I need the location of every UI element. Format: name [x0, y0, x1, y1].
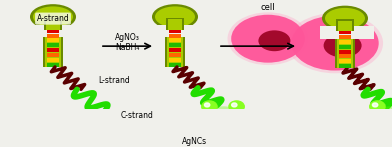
- Circle shape: [370, 110, 385, 121]
- Circle shape: [383, 115, 392, 126]
- Ellipse shape: [152, 4, 198, 29]
- Bar: [339, 35, 351, 39]
- Circle shape: [209, 121, 224, 133]
- Bar: [45, 28, 61, 67]
- Bar: [44, 18, 62, 30]
- Bar: [339, 50, 351, 54]
- Circle shape: [370, 101, 385, 112]
- Bar: [339, 45, 351, 49]
- Bar: [339, 30, 351, 34]
- Bar: [169, 43, 181, 47]
- Bar: [339, 64, 351, 68]
- Circle shape: [229, 101, 244, 112]
- Circle shape: [372, 103, 378, 107]
- Text: AgNCs: AgNCs: [182, 137, 207, 146]
- Bar: [43, 28, 63, 67]
- Bar: [169, 53, 181, 57]
- Bar: [166, 18, 184, 30]
- Circle shape: [379, 123, 385, 127]
- Ellipse shape: [287, 13, 383, 73]
- Bar: [167, 28, 183, 67]
- Circle shape: [238, 119, 244, 123]
- Circle shape: [386, 117, 391, 121]
- Bar: [169, 48, 181, 52]
- Bar: [47, 34, 59, 38]
- Bar: [28, 25, 82, 37]
- Circle shape: [204, 103, 210, 107]
- Bar: [150, 25, 204, 37]
- Ellipse shape: [30, 4, 76, 29]
- Bar: [46, 19, 60, 30]
- Ellipse shape: [291, 16, 379, 71]
- Circle shape: [211, 123, 217, 127]
- Ellipse shape: [322, 6, 368, 31]
- Circle shape: [218, 117, 223, 121]
- Bar: [47, 58, 59, 62]
- Circle shape: [366, 119, 371, 123]
- Text: AgNO₃: AgNO₃: [114, 33, 140, 42]
- Bar: [337, 30, 353, 69]
- Ellipse shape: [227, 12, 309, 65]
- Bar: [47, 29, 59, 33]
- Circle shape: [202, 101, 217, 112]
- Bar: [169, 34, 181, 38]
- Circle shape: [236, 117, 251, 129]
- Ellipse shape: [155, 6, 195, 27]
- Bar: [165, 28, 185, 67]
- Circle shape: [202, 110, 217, 121]
- Text: C-strand: C-strand: [121, 111, 154, 120]
- Bar: [169, 29, 181, 33]
- Circle shape: [198, 119, 203, 123]
- Ellipse shape: [258, 30, 290, 51]
- Circle shape: [232, 103, 237, 107]
- Bar: [335, 30, 355, 69]
- Bar: [47, 53, 59, 57]
- Bar: [169, 58, 181, 62]
- Bar: [169, 38, 181, 42]
- Bar: [47, 43, 59, 47]
- Text: A-strand: A-strand: [36, 14, 69, 23]
- Bar: [168, 19, 182, 30]
- Bar: [336, 19, 354, 31]
- Ellipse shape: [200, 106, 247, 135]
- Text: NaBH₄: NaBH₄: [115, 43, 139, 52]
- Text: L-strand: L-strand: [98, 76, 130, 85]
- Bar: [47, 38, 59, 42]
- Circle shape: [232, 112, 237, 116]
- Circle shape: [372, 112, 378, 116]
- Bar: [338, 21, 352, 31]
- Bar: [339, 59, 351, 63]
- Bar: [47, 48, 59, 52]
- Circle shape: [195, 117, 210, 129]
- Bar: [339, 54, 351, 59]
- Circle shape: [390, 121, 392, 133]
- Circle shape: [229, 110, 244, 121]
- Circle shape: [225, 123, 230, 127]
- Circle shape: [222, 121, 238, 133]
- Ellipse shape: [368, 106, 392, 135]
- Ellipse shape: [231, 15, 305, 63]
- Bar: [47, 62, 59, 67]
- Bar: [169, 62, 181, 67]
- Ellipse shape: [324, 34, 361, 57]
- Bar: [320, 26, 374, 39]
- Circle shape: [363, 117, 378, 129]
- Bar: [339, 40, 351, 44]
- Circle shape: [215, 115, 230, 126]
- Circle shape: [204, 112, 210, 116]
- Text: cell: cell: [261, 3, 275, 12]
- Circle shape: [377, 121, 392, 133]
- Ellipse shape: [325, 8, 365, 29]
- Ellipse shape: [33, 6, 73, 27]
